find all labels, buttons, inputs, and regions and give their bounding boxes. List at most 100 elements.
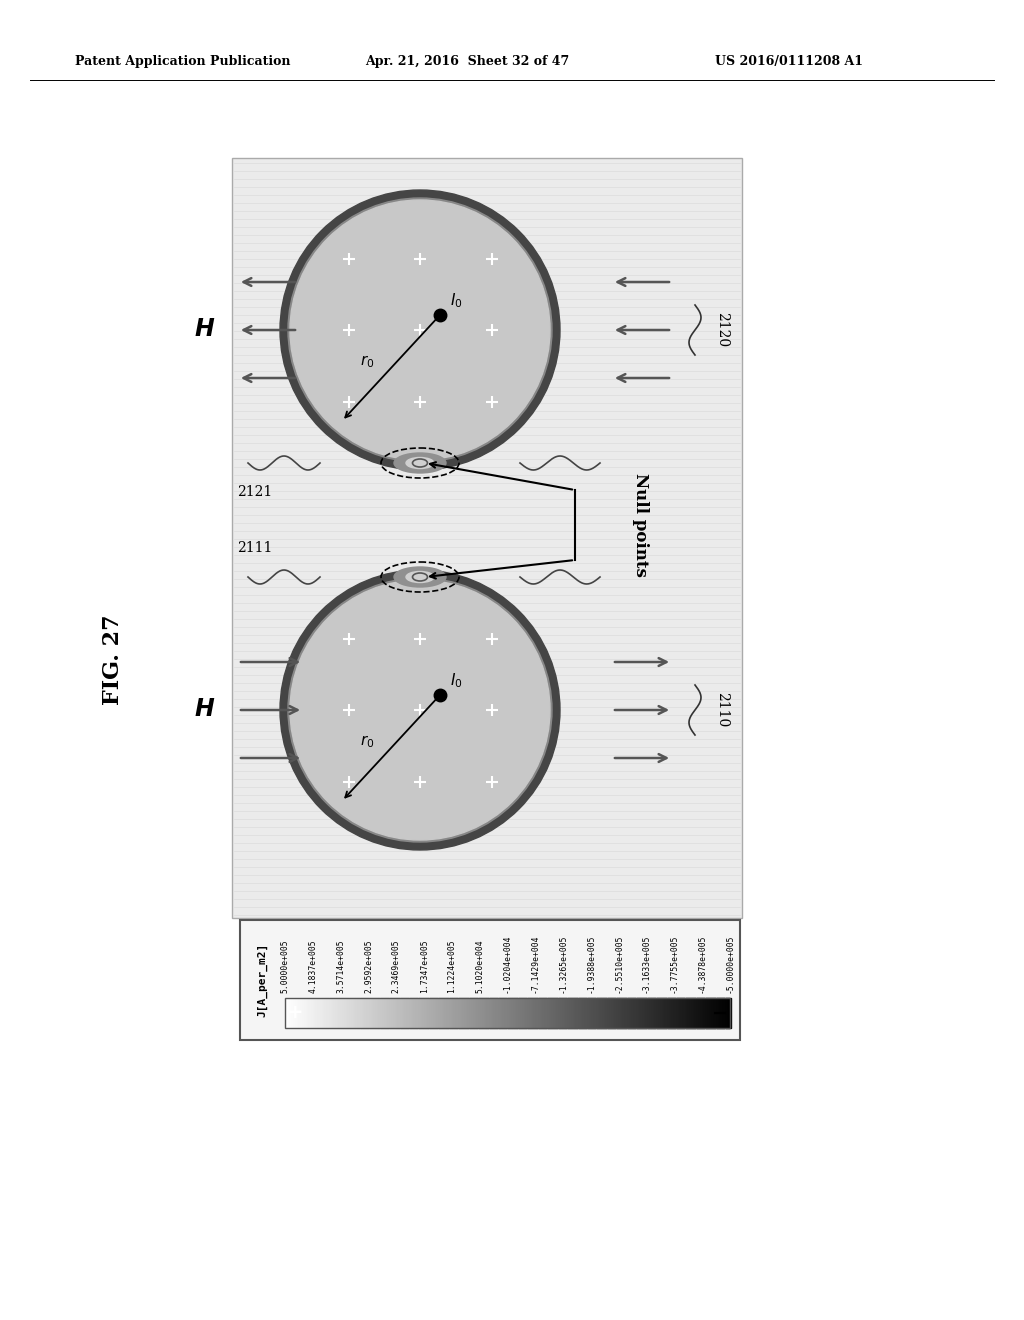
Bar bbox=[305, 998, 308, 1028]
Text: $\boldsymbol{H}$: $\boldsymbol{H}$ bbox=[195, 318, 216, 342]
Bar bbox=[400, 998, 403, 1028]
Bar bbox=[556, 998, 560, 1028]
Bar bbox=[607, 998, 611, 1028]
Bar bbox=[240, 920, 740, 1040]
Bar bbox=[728, 998, 731, 1028]
Bar bbox=[592, 998, 595, 1028]
Text: US 2016/0111208 A1: US 2016/0111208 A1 bbox=[715, 55, 863, 69]
Bar bbox=[664, 998, 667, 1028]
Bar bbox=[432, 998, 435, 1028]
Bar bbox=[232, 158, 742, 917]
Bar bbox=[630, 998, 633, 1028]
Bar bbox=[710, 998, 713, 1028]
Bar bbox=[621, 998, 625, 1028]
Bar bbox=[457, 998, 460, 1028]
Text: $I_0$: $I_0$ bbox=[450, 290, 463, 310]
Bar bbox=[287, 998, 291, 1028]
Bar bbox=[537, 998, 540, 1028]
Bar bbox=[679, 998, 682, 1028]
Bar bbox=[492, 998, 496, 1028]
Bar bbox=[463, 998, 466, 1028]
Bar bbox=[572, 998, 575, 1028]
Bar bbox=[450, 998, 453, 1028]
Text: 2.9592e+005: 2.9592e+005 bbox=[364, 940, 373, 993]
Bar bbox=[347, 998, 350, 1028]
Text: 5.0000e+005: 5.0000e+005 bbox=[281, 940, 290, 993]
Bar bbox=[343, 998, 346, 1028]
Bar bbox=[696, 998, 699, 1028]
Bar bbox=[626, 998, 629, 1028]
Bar bbox=[402, 998, 407, 1028]
Bar bbox=[561, 998, 564, 1028]
Bar bbox=[527, 998, 530, 1028]
Bar bbox=[481, 998, 484, 1028]
Bar bbox=[618, 998, 622, 1028]
Bar bbox=[499, 998, 502, 1028]
Bar bbox=[525, 998, 528, 1028]
Ellipse shape bbox=[406, 572, 434, 582]
Bar bbox=[688, 998, 691, 1028]
Bar bbox=[436, 998, 439, 1028]
Bar bbox=[421, 998, 424, 1028]
Bar bbox=[307, 998, 310, 1028]
Bar bbox=[445, 998, 449, 1028]
Bar bbox=[396, 998, 399, 1028]
Text: -1.9388e+005: -1.9388e+005 bbox=[587, 935, 595, 993]
Bar bbox=[594, 998, 597, 1028]
Text: Null points: Null points bbox=[632, 473, 648, 577]
Bar bbox=[706, 998, 709, 1028]
Bar bbox=[296, 998, 299, 1028]
Ellipse shape bbox=[394, 568, 446, 587]
Bar bbox=[719, 998, 722, 1028]
Circle shape bbox=[280, 190, 560, 470]
Bar bbox=[362, 998, 367, 1028]
Text: −: − bbox=[712, 1003, 728, 1023]
Circle shape bbox=[280, 570, 560, 850]
Bar bbox=[717, 998, 720, 1028]
Bar bbox=[485, 998, 488, 1028]
Bar bbox=[641, 998, 644, 1028]
Text: -4.3878e+005: -4.3878e+005 bbox=[697, 935, 707, 993]
Bar bbox=[535, 998, 538, 1028]
Bar bbox=[670, 998, 673, 1028]
Bar bbox=[360, 998, 364, 1028]
Bar bbox=[423, 998, 426, 1028]
Text: -5.0000e+005: -5.0000e+005 bbox=[725, 935, 734, 993]
Bar bbox=[318, 998, 322, 1028]
Bar bbox=[715, 998, 718, 1028]
Text: 1.7347e+005: 1.7347e+005 bbox=[420, 940, 429, 993]
Bar bbox=[334, 998, 337, 1028]
Bar bbox=[703, 998, 707, 1028]
Bar bbox=[543, 998, 547, 1028]
Bar bbox=[292, 998, 295, 1028]
Bar bbox=[338, 998, 342, 1028]
Bar bbox=[443, 998, 446, 1028]
Bar bbox=[387, 998, 390, 1028]
Bar bbox=[563, 998, 566, 1028]
Bar bbox=[447, 998, 451, 1028]
Text: Patent Application Publication: Patent Application Publication bbox=[75, 55, 291, 69]
Text: 2120: 2120 bbox=[715, 313, 729, 347]
Bar bbox=[550, 998, 553, 1028]
Bar bbox=[532, 998, 536, 1028]
Circle shape bbox=[288, 578, 552, 842]
Text: 5.1020e+004: 5.1020e+004 bbox=[475, 940, 484, 993]
Bar bbox=[614, 998, 617, 1028]
Bar bbox=[356, 998, 359, 1028]
Bar bbox=[666, 998, 669, 1028]
Text: -3.1633e+005: -3.1633e+005 bbox=[642, 935, 651, 993]
Bar bbox=[701, 998, 705, 1028]
Bar bbox=[567, 998, 570, 1028]
Circle shape bbox=[290, 579, 550, 840]
Bar bbox=[430, 998, 433, 1028]
Bar bbox=[474, 998, 477, 1028]
Text: $I_0$: $I_0$ bbox=[450, 671, 463, 689]
Bar bbox=[330, 998, 333, 1028]
Bar bbox=[577, 998, 580, 1028]
Bar bbox=[328, 998, 331, 1028]
Text: J[A_per_m2]: J[A_per_m2] bbox=[257, 942, 267, 1018]
Text: $\boldsymbol{H}$: $\boldsymbol{H}$ bbox=[195, 698, 216, 722]
Bar bbox=[721, 998, 724, 1028]
Bar bbox=[690, 998, 693, 1028]
Ellipse shape bbox=[394, 453, 446, 473]
